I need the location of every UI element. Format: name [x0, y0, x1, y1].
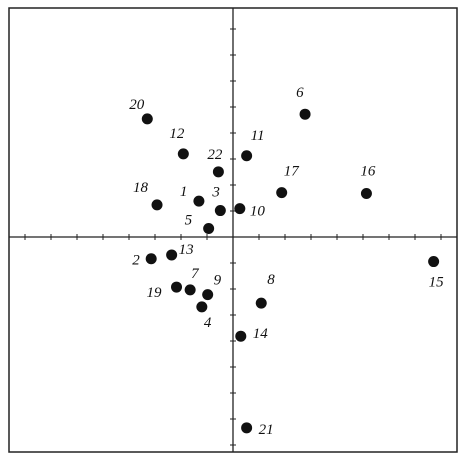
- data-point-18: [151, 199, 163, 211]
- data-point-1: [193, 195, 205, 207]
- point-label-1: 1: [180, 184, 188, 200]
- point-label-12: 12: [169, 126, 185, 142]
- data-points: [141, 108, 440, 434]
- point-label-20: 20: [129, 97, 145, 113]
- data-point-7: [184, 284, 196, 296]
- point-label-3: 3: [211, 185, 220, 201]
- data-point-21: [241, 422, 253, 434]
- point-label-18: 18: [133, 180, 149, 196]
- data-point-10: [234, 203, 246, 215]
- data-point-9: [202, 289, 214, 301]
- data-point-19: [171, 281, 183, 293]
- data-point-3: [214, 205, 226, 217]
- data-point-6: [299, 108, 311, 120]
- point-label-8: 8: [267, 272, 275, 288]
- data-point-15: [428, 256, 440, 268]
- point-label-16: 16: [360, 164, 376, 180]
- data-point-17: [276, 187, 288, 199]
- axis-ticks: [24, 28, 442, 446]
- data-point-12: [177, 148, 189, 160]
- point-label-15: 15: [429, 275, 445, 291]
- data-point-8: [255, 297, 267, 309]
- data-point-20: [141, 113, 153, 125]
- data-point-14: [235, 330, 247, 342]
- point-label-10: 10: [250, 204, 265, 220]
- point-label-6: 6: [296, 85, 304, 101]
- point-label-14: 14: [253, 326, 269, 342]
- point-label-9: 9: [214, 273, 222, 289]
- data-point-4: [196, 301, 208, 313]
- data-point-22: [212, 166, 224, 178]
- data-point-5: [203, 222, 215, 234]
- point-label-5: 5: [185, 212, 193, 228]
- point-label-22: 22: [207, 147, 223, 163]
- point-label-17: 17: [284, 164, 301, 180]
- point-label-21: 21: [259, 422, 274, 438]
- point-label-19: 19: [147, 285, 163, 301]
- point-label-2: 2: [132, 253, 140, 269]
- point-label-11: 11: [251, 128, 265, 144]
- data-point-11: [241, 150, 253, 162]
- point-label-4: 4: [204, 315, 212, 331]
- data-point-13: [166, 249, 178, 261]
- data-point-2: [145, 253, 157, 265]
- point-label-7: 7: [191, 266, 200, 282]
- point-label-13: 13: [179, 242, 194, 258]
- data-point-16: [360, 188, 372, 200]
